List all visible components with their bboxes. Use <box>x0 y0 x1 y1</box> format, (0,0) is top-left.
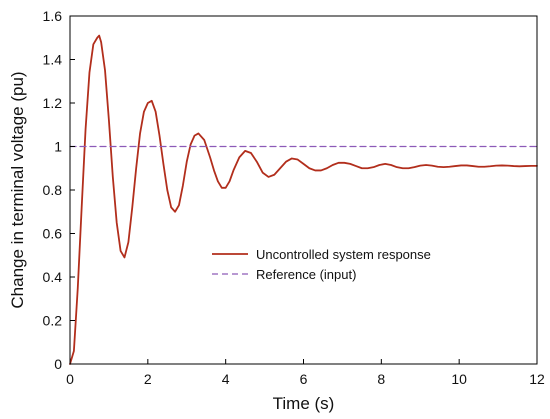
y-tick-label: 1.6 <box>43 8 63 24</box>
x-tick-label: 6 <box>300 371 308 387</box>
y-tick-label: 1.2 <box>43 95 63 111</box>
y-tick-label: 0.2 <box>43 313 63 329</box>
x-tick-label: 8 <box>377 371 385 387</box>
ticks: 0 2 4 6 8 10 12 0 0.2 0.4 0.6 0.8 1 1.2 1.4 1.6 <box>43 8 545 387</box>
x-tick-label: 0 <box>66 371 74 387</box>
x-tick-label: 12 <box>529 371 545 387</box>
y-tick-label: 0 <box>54 356 62 372</box>
legend: Uncontrolled system response Reference (… <box>212 247 431 282</box>
x-tick-label: 10 <box>451 371 467 387</box>
x-tick-label: 2 <box>144 371 152 387</box>
legend-label-response: Uncontrolled system response <box>256 247 431 262</box>
x-tick-label: 4 <box>222 371 230 387</box>
x-axis-label: Time (s) <box>273 394 335 413</box>
y-tick-label: 0.6 <box>43 226 63 242</box>
y-tick-label: 1.4 <box>43 52 63 68</box>
y-tick-label: 1 <box>54 139 62 155</box>
plot-frame <box>69 15 538 365</box>
y-tick-label: 0.4 <box>43 269 63 285</box>
response-series-line <box>69 34 538 365</box>
y-axis-label: Change in terminal voltage (pu) <box>8 71 27 308</box>
legend-label-reference: Reference (input) <box>256 267 356 282</box>
plot-lines <box>69 34 538 365</box>
y-tick-label: 0.8 <box>43 182 63 198</box>
